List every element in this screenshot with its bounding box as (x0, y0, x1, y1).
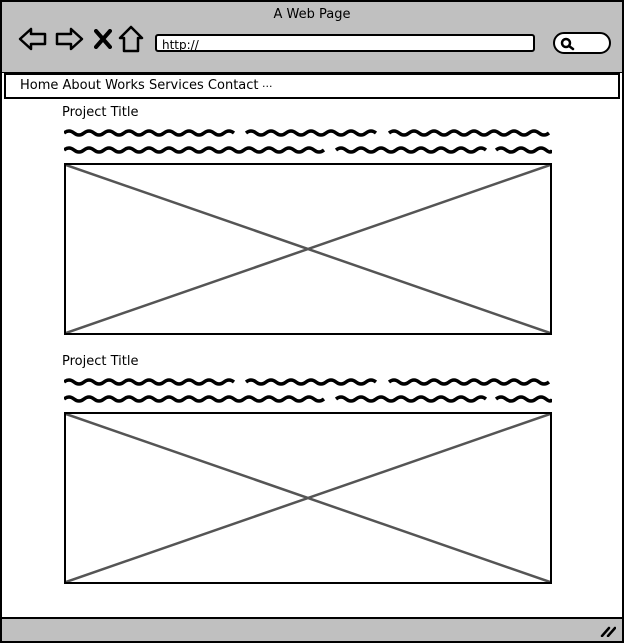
text-scribble (64, 378, 551, 386)
project-title: Project Title (62, 354, 139, 369)
home-icon (118, 25, 144, 53)
project-title: Project Title (62, 105, 139, 120)
search-icon (560, 37, 575, 51)
nav-item-services[interactable]: Services (148, 78, 204, 93)
back-button[interactable] (16, 22, 50, 56)
home-button[interactable] (114, 22, 148, 56)
image-placeholder (64, 163, 552, 335)
status-bar (2, 617, 622, 641)
nav-menu: Home About Works Services Contact (20, 78, 259, 94)
image-placeholder-icon (66, 165, 550, 333)
page-content: Project Title Project Title (2, 101, 622, 615)
window-title: A Web Page (273, 7, 351, 22)
forward-button[interactable] (52, 22, 86, 56)
nav-item-works[interactable]: Works (105, 78, 145, 93)
close-icon (94, 29, 112, 49)
nav-item-about[interactable]: About (62, 78, 101, 93)
address-bar[interactable]: http:// (155, 34, 535, 52)
nav-more[interactable]: ... (262, 77, 273, 90)
site-nav: Home About Works Services Contact ... (4, 73, 620, 99)
resize-grip-icon[interactable] (600, 625, 616, 637)
forward-arrow-icon (55, 27, 84, 51)
search-box[interactable] (553, 32, 611, 54)
text-scribble (64, 146, 552, 154)
nav-item-contact[interactable]: Contact (207, 78, 259, 93)
text-scribble (64, 129, 551, 137)
browser-chrome: A Web Page http:// (2, 2, 622, 73)
image-placeholder-icon (66, 414, 550, 582)
text-scribble (64, 395, 552, 403)
image-placeholder (64, 412, 552, 584)
nav-item-home[interactable]: Home (20, 78, 59, 93)
stop-button[interactable] (86, 22, 120, 56)
back-arrow-icon (18, 27, 47, 51)
